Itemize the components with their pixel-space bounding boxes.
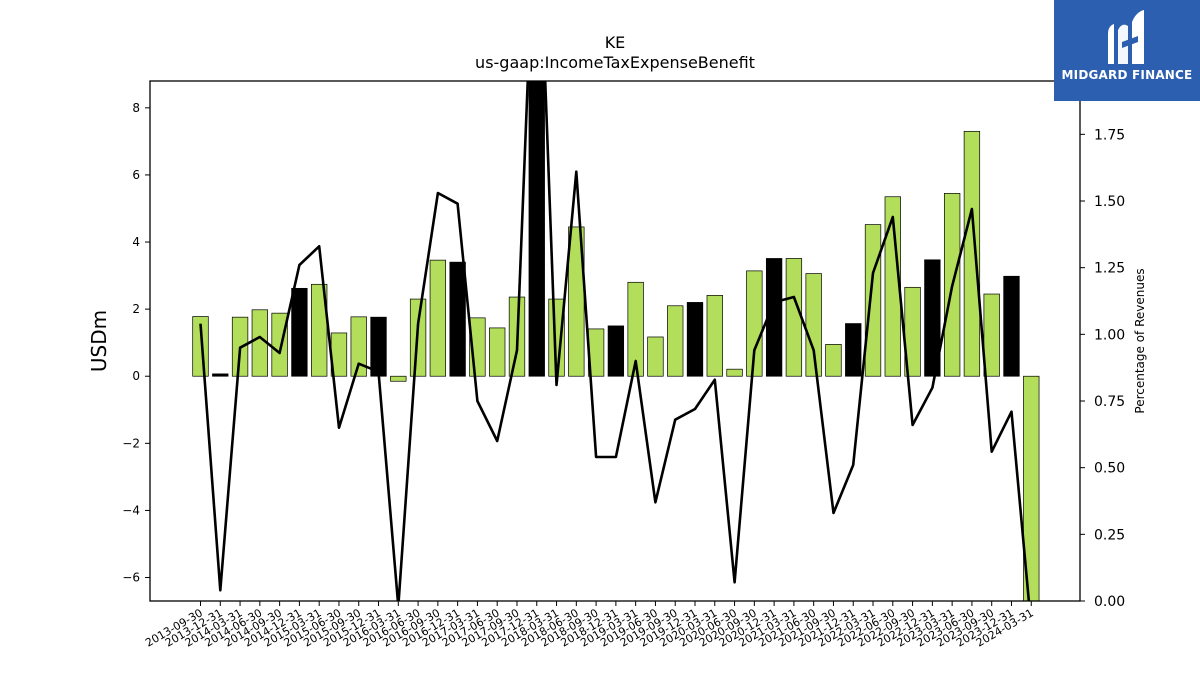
logo-name: MIDGARD FINANCE: [1061, 68, 1193, 82]
bar: [212, 373, 229, 377]
y-tick-label: 0: [132, 369, 140, 383]
plot-frame: [149, 80, 1081, 602]
x-axis: 2013-09-302013-12-312014-03-312014-06-30…: [143, 601, 1036, 650]
bar: [390, 375, 407, 382]
bar: [429, 259, 447, 377]
bar: [370, 316, 387, 377]
y2-tick-label: 0.50: [1094, 461, 1125, 477]
y-tick-label: −6: [122, 571, 140, 585]
bar: [706, 295, 723, 377]
bar-series: [192, 81, 1040, 601]
bar: [271, 312, 288, 377]
y-tick-label: 2: [132, 302, 140, 316]
bar: [350, 316, 367, 377]
bar: [963, 130, 981, 377]
line-series: [199, 81, 1031, 601]
y-tick-label: 4: [132, 235, 140, 249]
bar: [489, 327, 506, 377]
y2-axis-label: Percentage of Revenues: [1133, 268, 1147, 413]
bar: [647, 336, 664, 377]
bar: [746, 270, 763, 377]
chart-title: KE: [605, 33, 626, 52]
bar: [845, 323, 862, 377]
y2-tick-label: 0.00: [1094, 594, 1125, 610]
y2-tick-label: 1.25: [1094, 261, 1125, 277]
y2-tick-label: 1.50: [1094, 194, 1125, 210]
right-axis: 0.00 0.25 0.50 0.75 1.00 1.25 1.50 1.75: [1080, 127, 1125, 610]
bar: [1023, 375, 1040, 601]
bar: [864, 224, 882, 377]
y-tick-label: 8: [132, 101, 140, 115]
bar: [528, 81, 545, 377]
y-tick-label: −4: [122, 503, 140, 517]
bar: [785, 258, 803, 377]
midgard-finance-logo: MIDGARD FINANCE: [1054, 0, 1200, 101]
y-axis-label: USDm: [87, 310, 111, 372]
bar: [1003, 275, 1020, 377]
logo-mark-icon: [1108, 10, 1144, 65]
y2-tick-label: 1.75: [1094, 127, 1125, 143]
chart-subtitle: us-gaap:IncomeTaxExpenseBenefit: [475, 53, 755, 72]
left-axis: −6 −4 −2 0 2 4 6 8: [122, 101, 150, 585]
bar: [607, 325, 625, 377]
bar: [311, 283, 328, 377]
bar: [291, 287, 308, 377]
bar: [983, 293, 1000, 377]
bar: [686, 302, 704, 377]
y2-tick-label: 0.25: [1094, 527, 1125, 543]
bar: [924, 259, 941, 377]
y2-tick-label: 0.75: [1094, 394, 1125, 410]
y-tick-label: −2: [122, 436, 140, 450]
percentage-line: [199, 81, 1031, 601]
bar: [627, 281, 644, 377]
bar: [805, 273, 822, 377]
bar: [765, 258, 783, 377]
bar: [449, 261, 466, 377]
bar: [825, 344, 842, 377]
bar: [667, 305, 684, 377]
y2-tick-label: 1.00: [1094, 327, 1125, 343]
y-tick-label: 6: [132, 168, 140, 182]
bar: [726, 368, 743, 377]
